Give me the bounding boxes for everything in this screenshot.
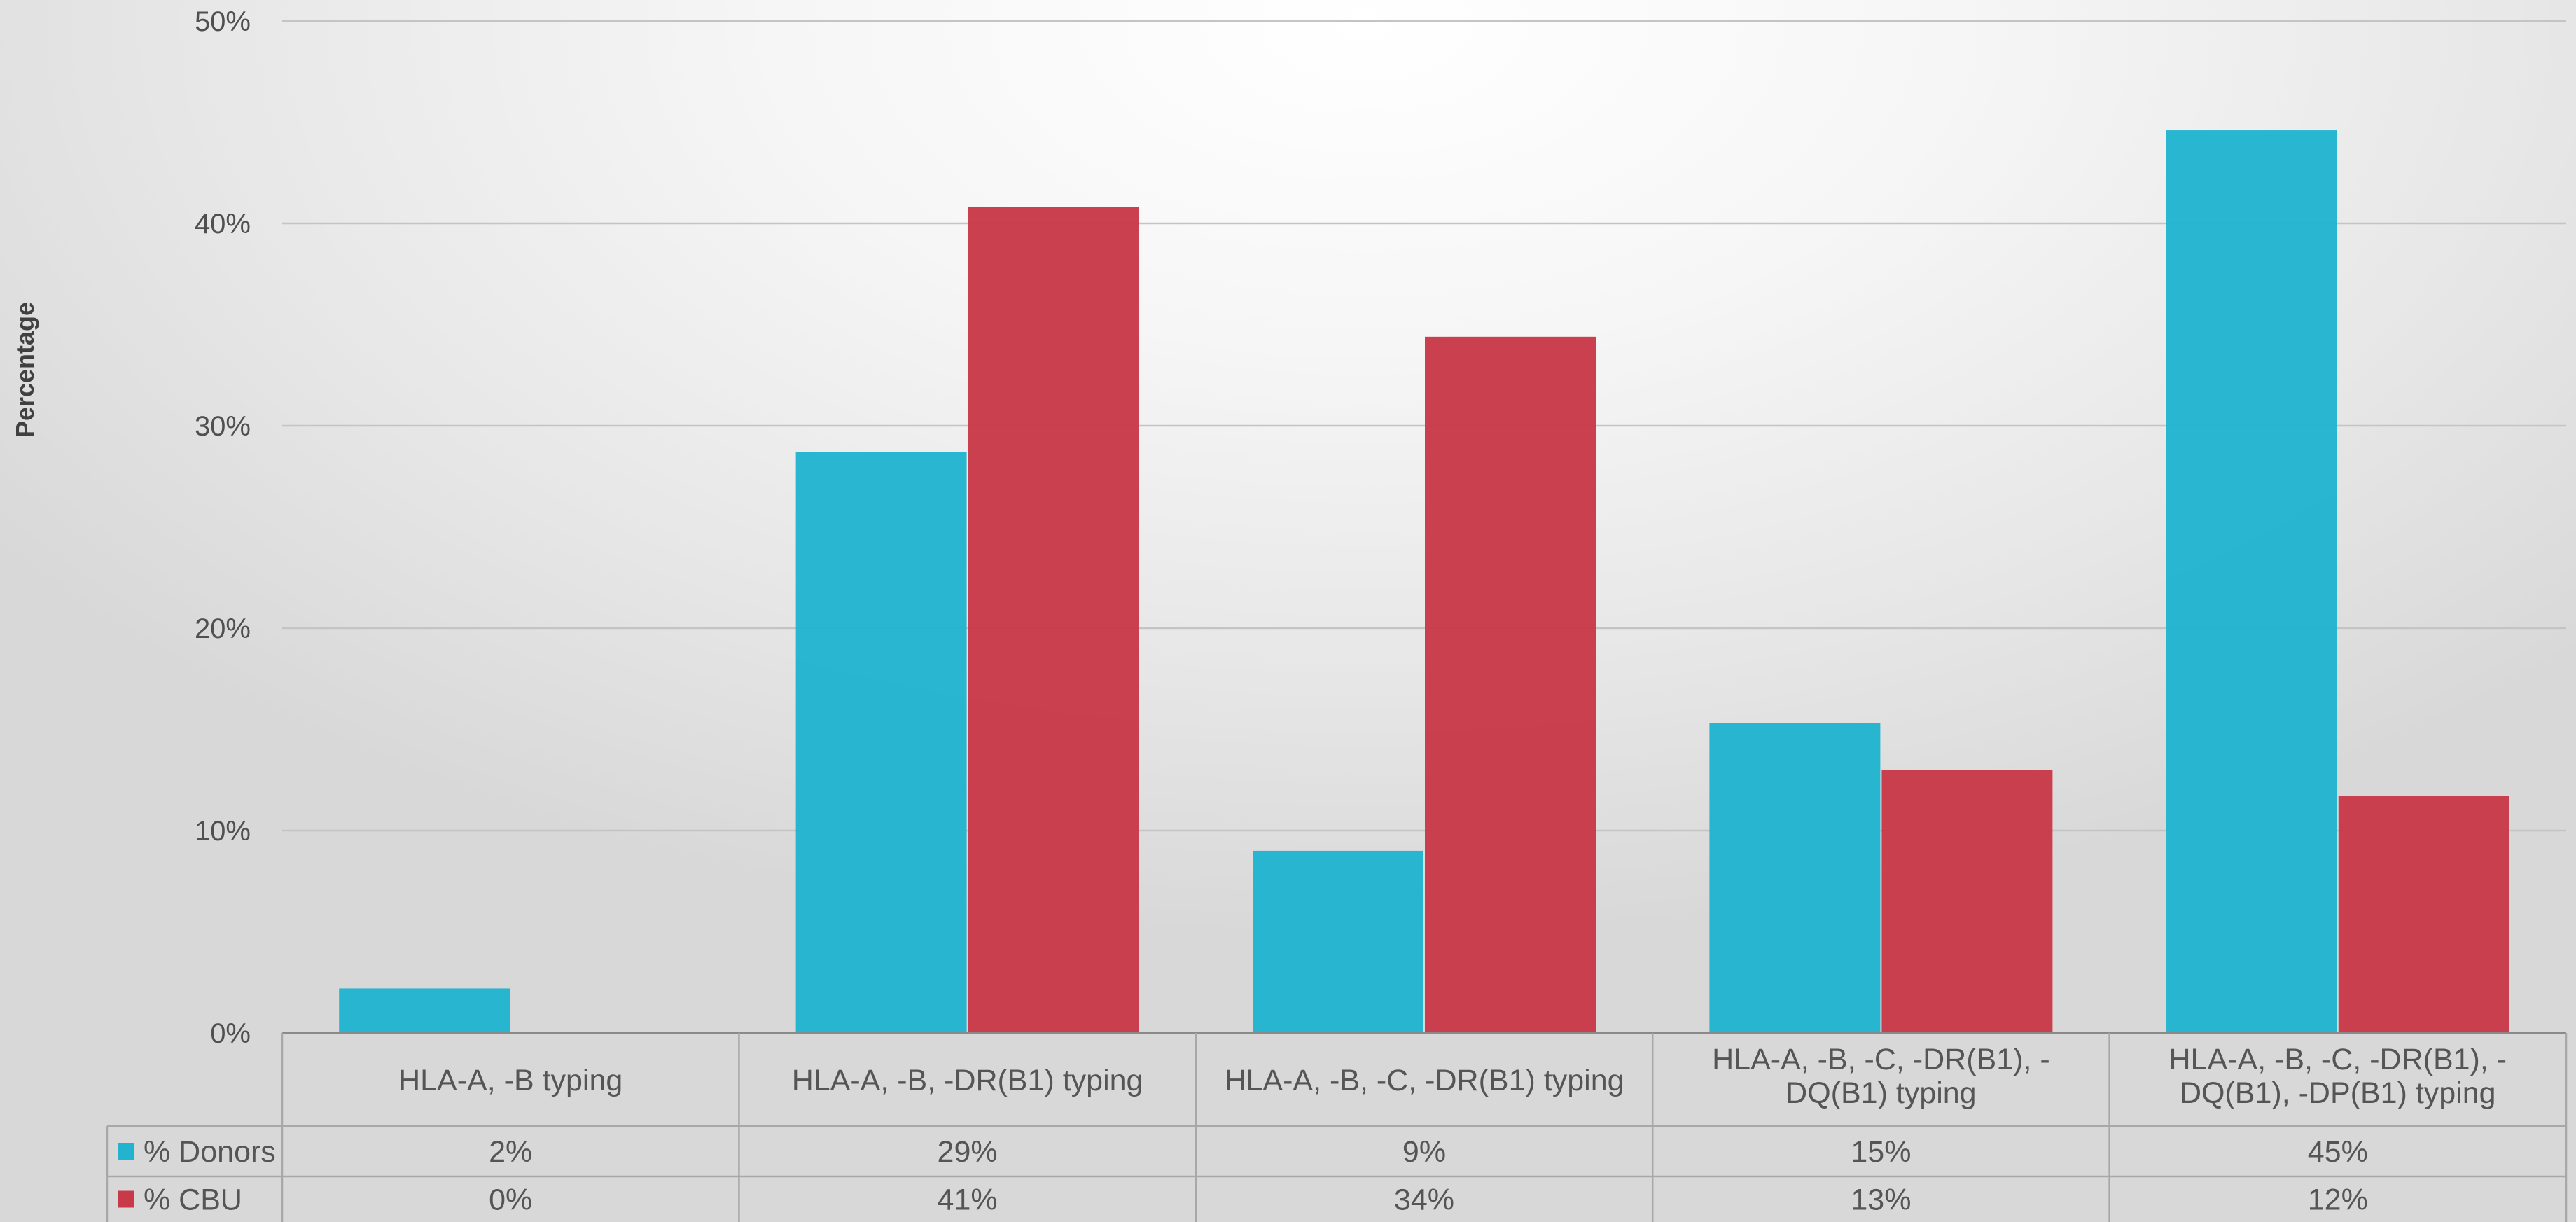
bar-donors xyxy=(796,452,967,1033)
legend-label: % Donors xyxy=(144,1135,276,1169)
y-axis-label: Percentage xyxy=(11,302,39,438)
data-label: 34% xyxy=(1394,1183,1454,1217)
legend-swatch xyxy=(118,1143,134,1160)
bar-donors xyxy=(1253,851,1423,1033)
legend-label: % CBU xyxy=(144,1183,242,1217)
y-tick-label: 40% xyxy=(195,209,251,239)
bar-cbu xyxy=(1881,770,2052,1033)
data-table: HLA-A, -B typing HLA-A, -B, -DR(B1) typin… xyxy=(107,1033,2566,1222)
bar-cbu xyxy=(968,207,1139,1033)
bar-cbu xyxy=(2339,796,2509,1033)
data-label: 29% xyxy=(938,1135,998,1169)
bars xyxy=(339,130,2509,1033)
y-tick-label: 0% xyxy=(210,1018,251,1049)
data-label: 15% xyxy=(1851,1135,1911,1169)
category-label: DQ(B1) typing xyxy=(1785,1076,1976,1110)
data-label: 41% xyxy=(938,1183,998,1217)
legend-swatch xyxy=(118,1191,134,1208)
category-label: DQ(B1), -DP(B1) typing xyxy=(2180,1076,2496,1110)
category-label: HLA-A, -B, -C, -DR(B1) typing xyxy=(1224,1064,1624,1097)
category-label: HLA-A, -B, -C, -DR(B1), - xyxy=(2169,1043,2507,1076)
bar-donors xyxy=(1709,723,1880,1033)
y-tick-label: 50% xyxy=(195,6,251,37)
data-label: 12% xyxy=(2308,1183,2368,1217)
category-label: HLA-A, -B, -DR(B1) typing xyxy=(792,1064,1143,1097)
bar-donors xyxy=(339,988,510,1033)
bar-cbu xyxy=(1425,337,1596,1033)
data-label: 2% xyxy=(489,1135,532,1169)
bar-donors xyxy=(2166,130,2337,1033)
data-label: 0% xyxy=(489,1183,532,1217)
category-label: HLA-A, -B typing xyxy=(398,1064,622,1097)
y-tick-label: 20% xyxy=(195,613,251,644)
category-label: HLA-A, -B, -C, -DR(B1), - xyxy=(1712,1043,2050,1076)
data-label: 13% xyxy=(1851,1183,1911,1217)
data-label: 45% xyxy=(2308,1135,2368,1169)
y-tick-label: 10% xyxy=(195,816,251,847)
y-tick-label: 30% xyxy=(195,411,251,442)
data-label: 9% xyxy=(1402,1135,1446,1169)
